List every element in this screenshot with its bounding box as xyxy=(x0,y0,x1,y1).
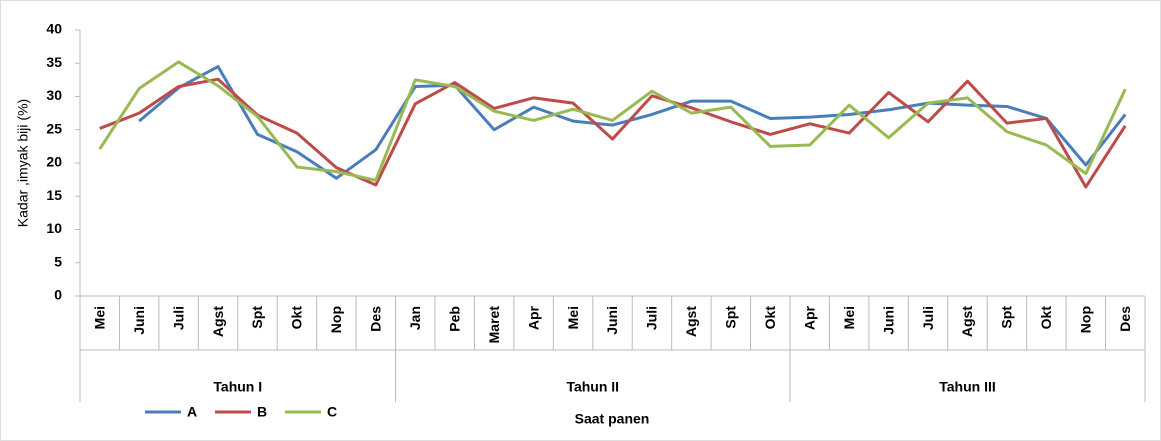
y-tick-label: 25 xyxy=(46,120,62,136)
legend-label: B xyxy=(257,404,267,420)
x-tick-label: Juni xyxy=(604,306,620,335)
y-tick-label: 35 xyxy=(46,54,62,70)
x-tick-label: Agst xyxy=(210,306,226,337)
x-tick-label: Okt xyxy=(762,306,778,330)
x-tick-label: Juni xyxy=(880,306,896,335)
series-line xyxy=(98,60,1127,182)
x-tick-label: Jan xyxy=(407,306,423,330)
x-tick-label: Spt xyxy=(999,306,1015,329)
x-tick-label: Nop xyxy=(328,306,344,333)
group-label: Tahun I xyxy=(213,379,262,395)
group-label: Tahun II xyxy=(566,379,619,395)
y-tick-label: 15 xyxy=(46,187,62,203)
y-tick-label: 0 xyxy=(54,287,62,303)
x-tick-label: Des xyxy=(368,306,384,332)
series-line xyxy=(138,65,1127,180)
x-tick-label: Spt xyxy=(249,306,265,329)
x-tick-label: Maret xyxy=(486,306,502,344)
x-tick-label: Juli xyxy=(644,306,660,330)
y-tick-label: 30 xyxy=(46,87,62,103)
x-tick-label: Okt xyxy=(1038,306,1054,330)
group-label: Tahun III xyxy=(939,379,996,395)
x-tick-label: Peb xyxy=(446,306,462,332)
x-tick-label: Juli xyxy=(170,306,186,330)
x-tick-label: Mei xyxy=(841,306,857,329)
x-tick-label: Agst xyxy=(959,306,975,337)
legend-label: A xyxy=(187,404,197,420)
x-tick-label: Okt xyxy=(289,306,305,330)
x-tick-label: Juni xyxy=(131,306,147,335)
y-tick-label: 5 xyxy=(54,253,62,269)
y-tick-label: 20 xyxy=(46,154,62,170)
series-line xyxy=(99,77,1127,189)
y-axis-title: Kadar ,imyak biji (%) xyxy=(15,99,31,227)
x-tick-label: Apr xyxy=(525,305,541,330)
x-tick-label: Des xyxy=(1117,306,1133,332)
x-tick-label: Spt xyxy=(723,306,739,329)
x-tick-label: Mei xyxy=(565,306,581,329)
legend-label: C xyxy=(327,404,337,420)
x-tick-label: Juli xyxy=(920,306,936,330)
x-tick-label: Mei xyxy=(91,306,107,329)
x-axis-title: Saat panen xyxy=(575,411,650,427)
x-tick-label: Apr xyxy=(801,305,817,330)
y-tick-label: 40 xyxy=(46,21,62,37)
x-tick-label: Nop xyxy=(1078,306,1094,333)
y-tick-label: 10 xyxy=(46,220,62,236)
x-tick-label: Agst xyxy=(683,306,699,337)
